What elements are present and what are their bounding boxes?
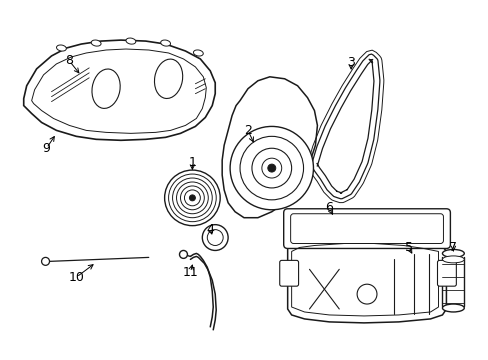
- Ellipse shape: [91, 40, 101, 46]
- Ellipse shape: [154, 59, 183, 99]
- Ellipse shape: [442, 249, 463, 257]
- Polygon shape: [32, 49, 206, 133]
- Text: 6: 6: [325, 201, 333, 214]
- Text: 9: 9: [42, 142, 50, 155]
- FancyBboxPatch shape: [290, 214, 443, 243]
- Text: 11: 11: [182, 266, 198, 279]
- Ellipse shape: [193, 50, 203, 56]
- Circle shape: [240, 136, 303, 200]
- Circle shape: [41, 257, 49, 265]
- Polygon shape: [24, 40, 215, 140]
- FancyBboxPatch shape: [283, 209, 449, 248]
- Circle shape: [172, 178, 212, 218]
- Circle shape: [356, 284, 376, 304]
- Text: 7: 7: [448, 241, 456, 254]
- Circle shape: [202, 225, 228, 251]
- Circle shape: [251, 148, 291, 188]
- Ellipse shape: [57, 45, 66, 51]
- Circle shape: [168, 174, 216, 222]
- Circle shape: [230, 126, 313, 210]
- Text: 4: 4: [206, 223, 214, 236]
- Text: 2: 2: [244, 124, 251, 137]
- Circle shape: [267, 164, 275, 172]
- Ellipse shape: [161, 40, 170, 46]
- Circle shape: [207, 230, 223, 246]
- Circle shape: [179, 251, 187, 258]
- Polygon shape: [287, 239, 446, 323]
- Ellipse shape: [92, 69, 120, 108]
- Text: 1: 1: [188, 156, 196, 168]
- Text: 8: 8: [65, 54, 73, 67]
- Ellipse shape: [442, 256, 463, 263]
- FancyBboxPatch shape: [279, 260, 298, 286]
- FancyBboxPatch shape: [437, 260, 455, 286]
- Text: 5: 5: [404, 241, 412, 254]
- Ellipse shape: [442, 304, 463, 312]
- Circle shape: [180, 186, 204, 210]
- Text: 3: 3: [346, 57, 354, 69]
- Circle shape: [189, 195, 195, 201]
- Circle shape: [176, 182, 208, 214]
- Circle shape: [184, 190, 200, 206]
- Text: 10: 10: [68, 271, 84, 284]
- Ellipse shape: [126, 38, 136, 44]
- Circle shape: [262, 158, 281, 178]
- Circle shape: [164, 170, 220, 226]
- Polygon shape: [222, 77, 317, 218]
